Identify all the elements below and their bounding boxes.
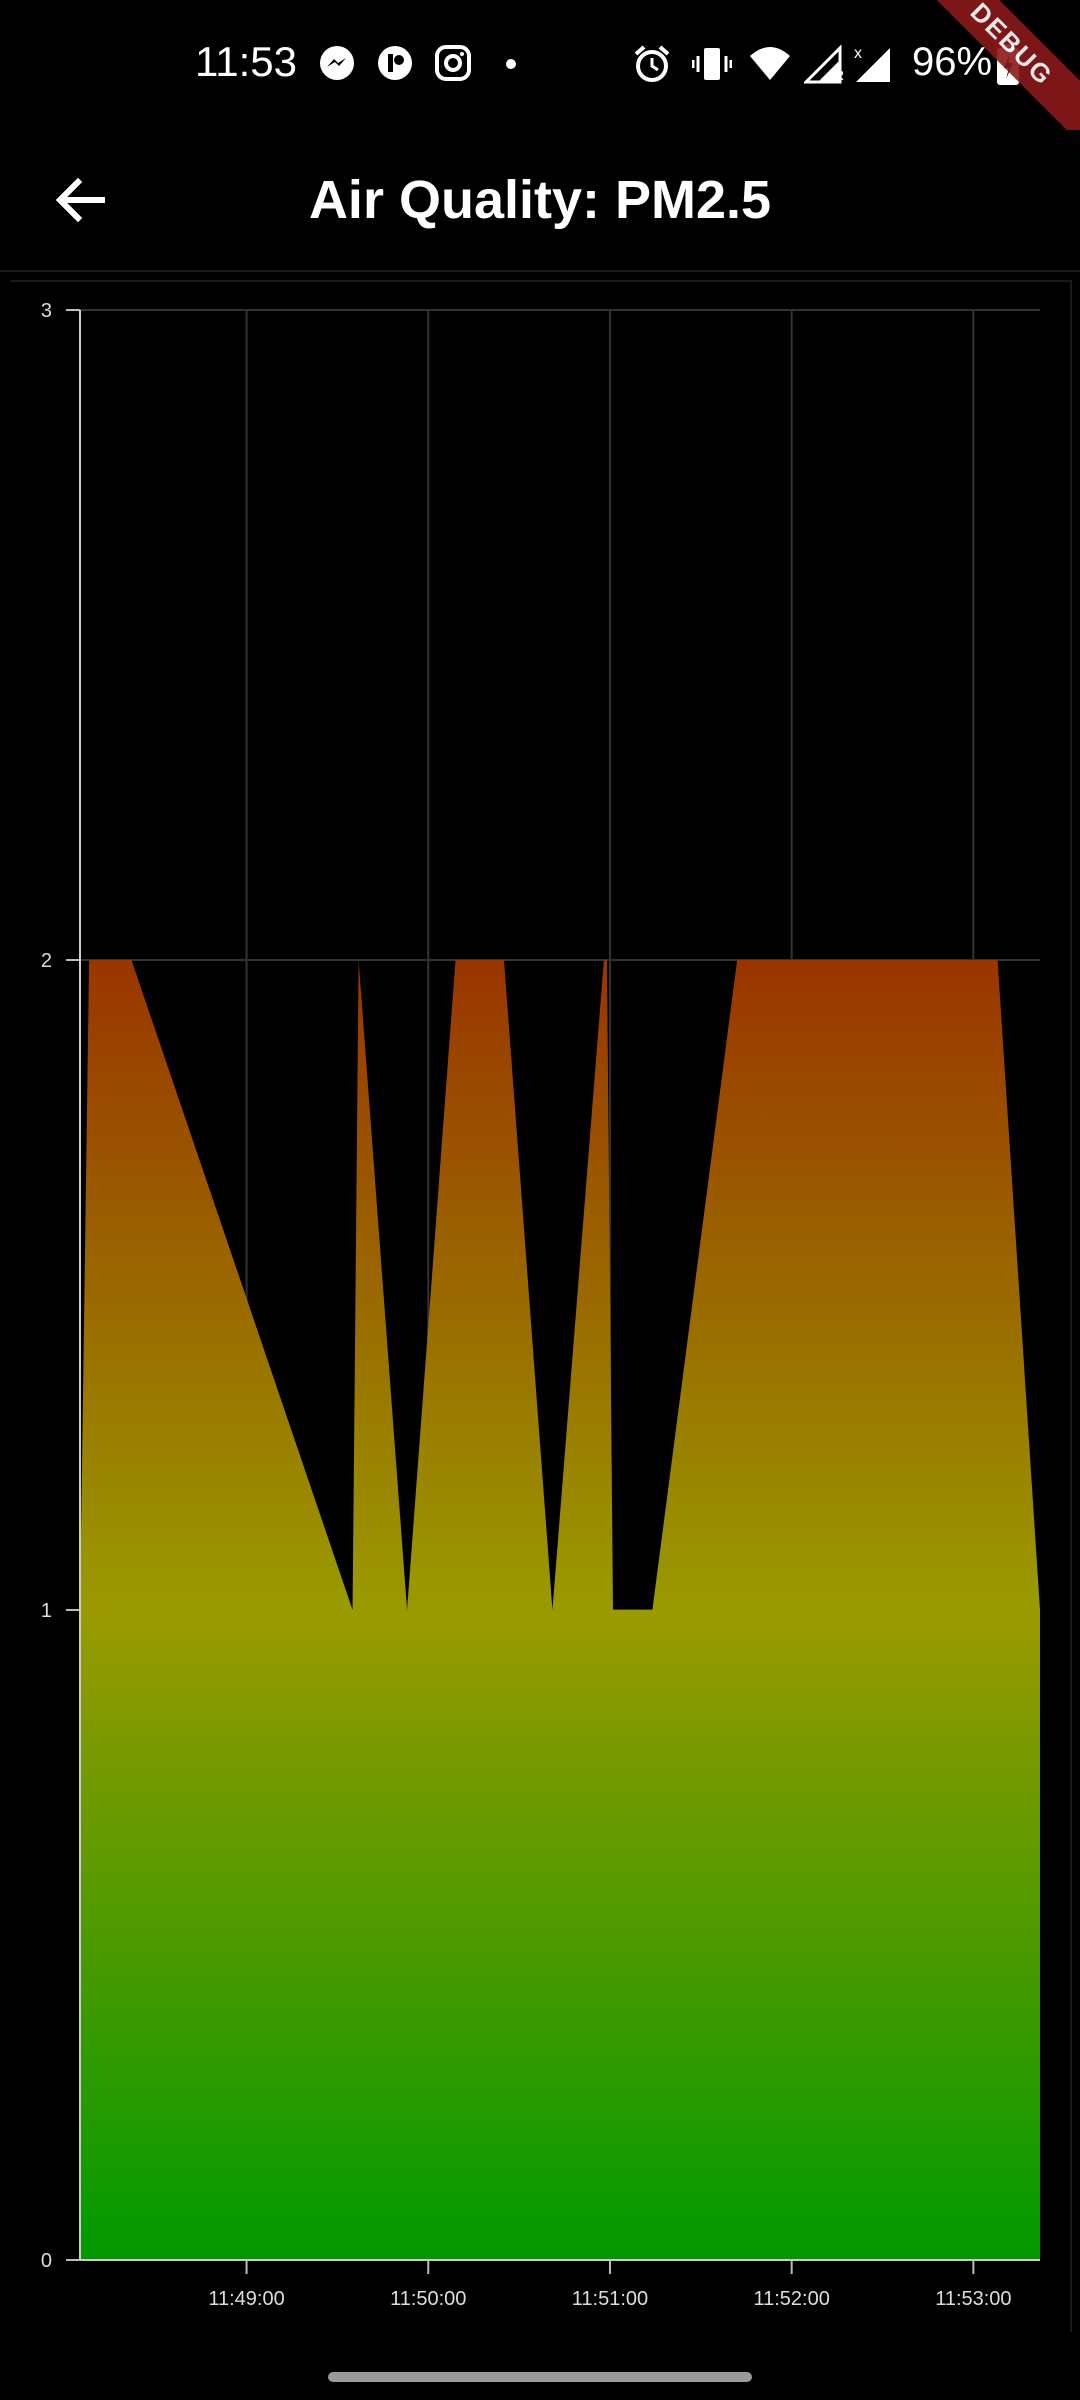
chart-container bbox=[10, 280, 1072, 2332]
messenger-icon bbox=[320, 46, 354, 80]
instagram-icon bbox=[435, 45, 471, 81]
app-bar: Air Quality: PM2.5 bbox=[0, 130, 1080, 272]
axis-layer bbox=[66, 309, 1040, 2274]
x-tick-label: 11:52:00 bbox=[753, 2288, 829, 2310]
status-bar: 11:53 R x 96% bbox=[0, 0, 1080, 152]
label-layer: 0 1 2 3 11:49:00 11:50:00 11:51:00 11:52:00 11:5… bbox=[41, 300, 1012, 2310]
y-tick-label: 1 bbox=[41, 1600, 52, 1622]
y-tick-label: 3 bbox=[41, 300, 52, 322]
signal-r-icon: R bbox=[804, 44, 844, 84]
arrow-left-icon bbox=[55, 177, 105, 223]
x-tick-label: 11:49:00 bbox=[208, 2288, 284, 2310]
pm25-chart: 0 1 2 3 11:49:00 11:50:00 11:51:00 11:52:00 11:5… bbox=[41, 300, 1040, 2310]
page-title: Air Quality: PM2.5 bbox=[308, 170, 772, 230]
y-tick-label: 2 bbox=[41, 950, 52, 972]
battery-percent: 96% bbox=[912, 40, 993, 84]
y-tick-label: 0 bbox=[41, 2250, 52, 2272]
series-area bbox=[80, 960, 1040, 2260]
x-tick-label: 11:53:00 bbox=[935, 2288, 1011, 2310]
gesture-nav-handle[interactable] bbox=[328, 2372, 752, 2382]
back-button[interactable] bbox=[40, 160, 120, 240]
status-time: 11:53 bbox=[195, 38, 297, 85]
app-icon bbox=[378, 46, 412, 80]
alarm-icon bbox=[634, 45, 670, 82]
x-tick-label: 11:51:00 bbox=[572, 2288, 648, 2310]
vibrate-icon bbox=[692, 48, 732, 80]
dot-icon bbox=[506, 59, 516, 69]
x-tick-label: 11:50:00 bbox=[390, 2288, 466, 2310]
area-layer bbox=[80, 960, 1040, 2260]
signal-x-icon: x bbox=[854, 45, 890, 82]
wifi-icon bbox=[750, 47, 790, 80]
svg-text:x: x bbox=[854, 45, 862, 62]
svg-text:R: R bbox=[834, 67, 844, 83]
